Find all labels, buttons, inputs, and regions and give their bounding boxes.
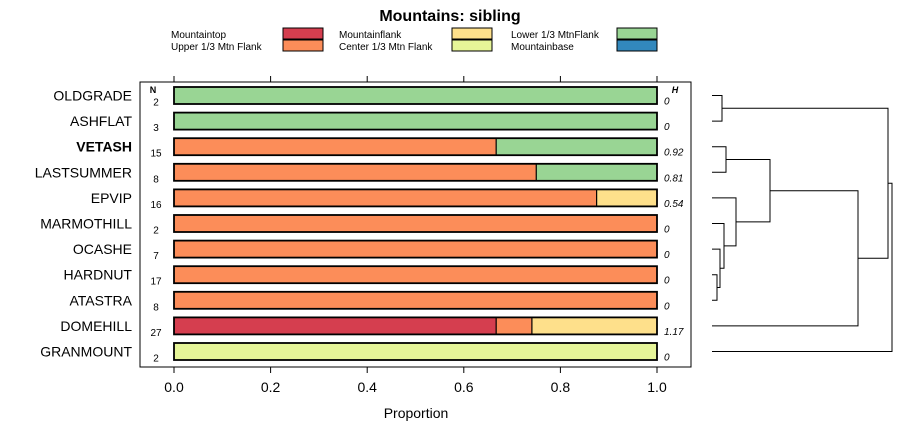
bar-segment xyxy=(174,343,657,360)
bar-outline xyxy=(173,111,658,131)
bar-segment xyxy=(174,291,657,309)
legend-label-mountainbase: Mountainbase xyxy=(511,42,574,53)
legend-swatch-lower-1-3-mtnflank xyxy=(616,27,658,40)
n-value: 8 xyxy=(153,174,159,185)
row-label: OLDGRADE xyxy=(53,88,132,104)
bar-outline xyxy=(173,86,658,105)
dendrogram-branch xyxy=(712,182,893,352)
dendrogram-branch xyxy=(712,248,721,288)
x-axis-label: Proportion xyxy=(384,405,449,421)
bar-outline xyxy=(173,316,658,336)
n-value: 15 xyxy=(150,149,162,160)
legend-swatch-mountaintop xyxy=(282,27,324,40)
bar-segment xyxy=(174,266,657,284)
row-label: MARMOTHILL xyxy=(40,216,132,232)
dendrogram-branch xyxy=(712,274,718,301)
legend-swatch-mountainbase xyxy=(616,39,658,52)
bar-segment xyxy=(174,189,597,207)
h-value: 0.92 xyxy=(664,148,684,159)
x-tick-label: 1.0 xyxy=(647,379,667,395)
row-label: LASTSUMMER xyxy=(35,164,132,180)
h-value: 0 xyxy=(664,97,670,108)
n-value: 2 xyxy=(153,354,159,365)
x-tick-label: 0.4 xyxy=(357,379,377,395)
x-tick-label: 0.0 xyxy=(164,379,184,395)
bar-outline xyxy=(173,342,658,361)
bar-segment xyxy=(496,138,657,156)
bar-segment xyxy=(174,240,657,258)
h-value: 0 xyxy=(664,122,670,133)
h-value: 0.81 xyxy=(664,173,683,184)
n-value: 2 xyxy=(153,98,159,109)
bar-segment xyxy=(174,163,537,181)
bar-segment xyxy=(174,87,657,104)
bar-segment xyxy=(174,138,497,156)
dendrogram-branch xyxy=(712,190,859,327)
dendrogram-branch xyxy=(712,146,727,173)
row-label: ASHFLAT xyxy=(70,113,132,129)
bar-segment xyxy=(174,215,657,232)
bar-outline xyxy=(173,239,658,259)
bar-outline xyxy=(173,290,658,310)
legend-swatch-mountainflank xyxy=(451,27,493,40)
row-label: GRANMOUNT xyxy=(40,344,132,360)
bar-segment xyxy=(536,163,657,181)
n-value: 16 xyxy=(150,200,162,211)
row-label: VETASH xyxy=(76,139,132,155)
n-value: 27 xyxy=(150,328,162,339)
legend-label-center-1-3-mtn-flank: Center 1/3 Mtn Flank xyxy=(339,42,433,53)
dendrogram-branch xyxy=(726,159,771,223)
bar-outline xyxy=(173,188,658,208)
bar-segment xyxy=(174,317,497,335)
legend-label-mountaintop: Mountaintop xyxy=(171,30,226,41)
h-value: 0 xyxy=(664,353,670,364)
bars xyxy=(173,86,658,361)
x-tick-label: 0.8 xyxy=(551,379,571,395)
n-value: 8 xyxy=(153,302,159,313)
legend-label-lower-1-3-mtnflank: Lower 1/3 MtnFlank xyxy=(511,30,600,41)
row-label: ATASTRA xyxy=(70,292,133,308)
row-labels: N H OLDGRADE 2 0 ASHFLAT 3 0 VETASH 15 0.92 LASTSUM… xyxy=(35,85,684,365)
n-value: 7 xyxy=(153,251,159,262)
x-tick-label: 0.6 xyxy=(454,379,474,395)
h-value: 0 xyxy=(664,250,670,261)
bar-segment xyxy=(531,317,657,335)
bar-outline xyxy=(173,137,658,157)
x-tick-label: 0.2 xyxy=(261,379,281,395)
n-value: 2 xyxy=(153,226,159,237)
legend-swatch-upper-1-3-mtn-flank xyxy=(282,39,324,52)
dendrogram-branch xyxy=(722,107,889,259)
n-value: 3 xyxy=(153,123,159,134)
h-header: H xyxy=(672,85,679,95)
plot-frame xyxy=(139,81,692,368)
bar-outline xyxy=(173,162,658,182)
bar-segment xyxy=(174,112,657,130)
row-label: DOMEHILL xyxy=(60,318,132,334)
bar-segment xyxy=(496,317,532,335)
row-label: OCASHE xyxy=(73,241,132,257)
row-label: EPVIP xyxy=(91,190,132,206)
chart-title: Mountains: sibling xyxy=(379,8,520,25)
h-value: 0 xyxy=(664,276,670,287)
bar-outline xyxy=(173,214,658,233)
dendrogram xyxy=(712,95,893,352)
h-value: 0 xyxy=(664,225,670,236)
n-header: N xyxy=(150,85,157,95)
dendrogram-branch xyxy=(712,223,725,269)
x-axis: 0.0 0.2 0.4 0.6 0.8 1.0 xyxy=(164,76,667,395)
h-value: 0 xyxy=(664,301,670,312)
bar-outline xyxy=(173,265,658,285)
legend-label-mountainflank: Mountainflank xyxy=(339,30,402,41)
h-value: 1.17 xyxy=(664,327,684,338)
row-label: HARDNUT xyxy=(64,267,133,283)
h-value: 0.54 xyxy=(664,199,684,210)
legend-label-upper-1-3-mtn-flank: Upper 1/3 Mtn Flank xyxy=(171,42,263,53)
legend-swatch-center-1-3-mtn-flank xyxy=(451,39,493,52)
n-value: 17 xyxy=(150,277,162,288)
bar-segment xyxy=(596,189,657,207)
dendrogram-branch xyxy=(712,95,723,122)
